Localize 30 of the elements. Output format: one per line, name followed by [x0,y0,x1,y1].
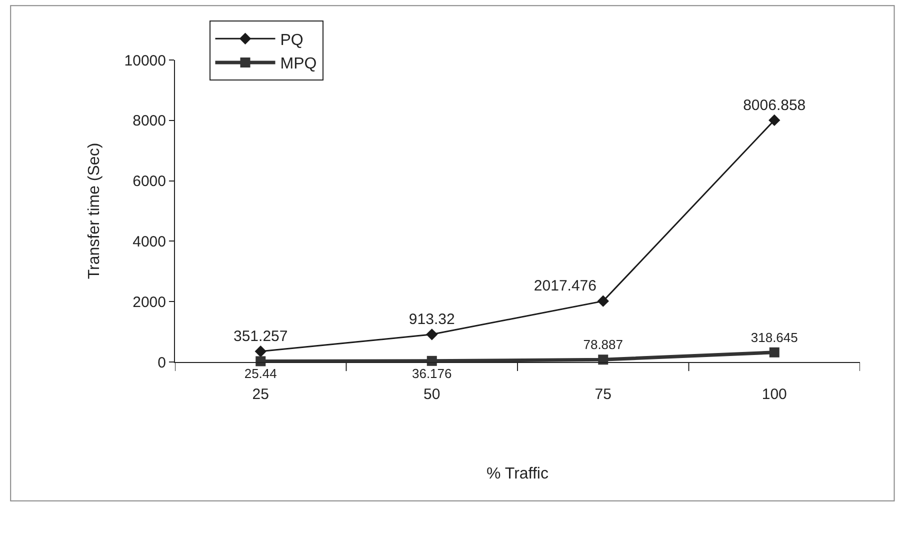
point [254,346,266,358]
y-tick-label: 6000 [132,173,166,190]
data-label: 78.887 [583,337,624,352]
y-tick-label: 4000 [132,233,166,250]
x-tick-label: 25 [252,386,269,403]
data-label: 913.32 [408,311,455,328]
point [598,354,608,365]
y-tick-label: 8000 [132,112,166,130]
y-tick-label: 0 [158,354,166,372]
data-label: 2017.476 [534,278,597,295]
y-tick-label: 10000 [124,52,166,70]
data-label: 351.257 [234,328,288,346]
data-label: 25.44 [244,366,277,382]
legend-label: MPQ [280,56,317,73]
data-label: 8006.858 [743,96,806,114]
data-label: 36.176 [412,366,452,381]
legend-label: PQ [280,32,304,49]
x-tick-label: 100 [762,386,787,403]
point [768,114,780,126]
point [426,328,438,340]
data-label: 318.645 [750,330,798,345]
x-axis-title: % Traffic [486,466,548,483]
point [769,347,780,358]
x-tick-label: 50 [424,386,440,403]
y-tick-label: 2000 [132,294,166,311]
x-tick-label: 75 [594,386,612,403]
y-axis-title: Transfer time (Sec) [86,142,104,280]
point [597,295,609,307]
point [256,356,266,366]
point [426,356,437,366]
